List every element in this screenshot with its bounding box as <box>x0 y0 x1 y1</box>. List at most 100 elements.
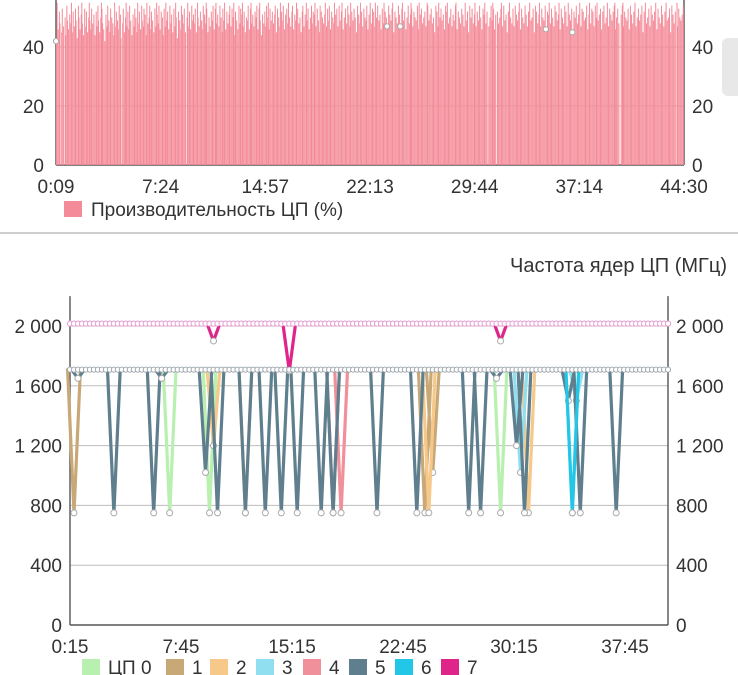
cpu-load-bar <box>180 5 182 166</box>
cpu-load-bar <box>665 2 667 165</box>
cpu-load-bar <box>640 14 642 165</box>
freq-dip-point <box>210 337 218 345</box>
cpu-load-bar <box>97 5 99 166</box>
cpu-load-bar <box>167 11 169 165</box>
cpu-load-bar <box>636 17 638 165</box>
cpu-load-bar <box>190 29 192 165</box>
cpu-load-bar <box>575 5 577 166</box>
cpu-load-bar <box>415 20 417 166</box>
x-tick-label: 15:15 <box>268 637 316 658</box>
cpu-load-bar <box>389 14 391 165</box>
cpu-load-bar <box>570 20 572 166</box>
cpu-load-bar <box>274 5 276 166</box>
cpu-load-bar <box>281 11 283 165</box>
cpu-load-bar <box>494 29 496 165</box>
cpu-load-bar <box>396 23 398 166</box>
cpu-load-bar <box>435 5 437 166</box>
y-tick-label-right: 400 <box>676 556 708 577</box>
cpu-load-bar <box>145 35 147 166</box>
cpu-load-bar <box>61 32 63 165</box>
cpu-load-bar <box>365 20 367 166</box>
cpu-load-bar <box>150 11 152 165</box>
cpu-load-bar <box>434 32 436 165</box>
cpu-load-bar <box>586 5 588 166</box>
cpu-load-bar <box>582 11 584 165</box>
cpu-load-bar <box>75 20 77 166</box>
cpu-load-bar <box>597 20 599 166</box>
cpu-load-bar <box>325 26 327 165</box>
cpu-load-bar <box>424 11 426 165</box>
freq-legend-label: 6 <box>421 658 432 675</box>
cpu-load-bar <box>111 17 113 165</box>
cpu-load-bar <box>677 26 679 165</box>
cpu-load-bar <box>358 14 360 165</box>
cpu-load-bar <box>401 8 403 166</box>
cpu-load-bar <box>385 17 387 165</box>
y-tick-label: 400 <box>30 556 62 577</box>
cpu-load-bar <box>474 2 476 165</box>
cpu-load-bar <box>407 5 409 166</box>
cpu-load-tick-labels: 0 0 20 20 40 40 0:09 7:24 14:57 22:13 29:44 37:14 44… <box>23 38 713 198</box>
cpu-load-bar <box>122 8 124 166</box>
cpu-load-bar <box>572 32 574 165</box>
cpu-load-bar <box>443 29 445 165</box>
cpu-load-bar <box>81 2 83 165</box>
cpu-load-bar <box>333 23 335 166</box>
cpu-load-bar <box>515 14 517 165</box>
cpu-load-bar <box>498 23 500 166</box>
freq-legend-label: 2 <box>236 658 247 675</box>
cpu-load-bar <box>540 26 542 165</box>
freq-legend-swatch <box>395 659 413 675</box>
cpu-load-bar <box>255 17 257 165</box>
cpu-load-bar <box>631 14 633 165</box>
cpu-load-bar <box>430 8 432 166</box>
cpu-load-bar <box>283 29 285 165</box>
cpu-load-bar <box>215 2 217 165</box>
cpu-load-bar <box>347 5 349 166</box>
freq-legend-swatch <box>82 659 100 675</box>
cpu-load-bar <box>500 8 502 166</box>
cpu-load-bar <box>578 14 580 165</box>
cpu-load-bar <box>560 8 562 166</box>
cpu-load-bar <box>247 20 249 166</box>
cpu-load-bar <box>68 29 70 165</box>
cpu-load-bar <box>134 8 136 166</box>
cpu-load-bar <box>118 29 120 165</box>
y-tick-label: 40 <box>23 38 44 59</box>
cpu-load-chart: 0 0 20 20 40 40 0:09 7:24 14:57 22:13 29:44 37:14 44… <box>23 0 713 221</box>
cpu-load-bar <box>241 2 243 165</box>
cpu-load-bar <box>428 20 430 166</box>
cpu-load-bar <box>431 23 433 166</box>
cpu-load-bar <box>263 23 265 166</box>
cpu-load-bar <box>349 26 351 165</box>
cpu-load-bar <box>556 20 558 166</box>
cpu-load-bar <box>514 5 516 166</box>
cpu-load-bar <box>133 26 135 165</box>
cpu-load-bar <box>174 26 176 165</box>
cpu-load-bar <box>528 11 530 165</box>
scroll-handle[interactable] <box>722 38 738 96</box>
cpu-load-bar <box>279 2 281 165</box>
cpu-load-bar <box>142 26 144 165</box>
x-tick-label: 14:57 <box>242 177 290 198</box>
cpu-load-bar <box>433 17 435 165</box>
cpu-load-bar <box>657 8 659 166</box>
cpu-load-bar <box>163 8 165 166</box>
x-tick-label: 30:15 <box>490 637 538 658</box>
freq-legend-swatch <box>349 659 367 675</box>
freq-dip-point <box>110 509 118 517</box>
cpu-load-bar <box>114 2 116 165</box>
cpu-load-bar <box>162 35 164 166</box>
freq-dip-point <box>317 509 325 517</box>
cpu-load-bar <box>87 32 89 165</box>
cpu-load-bar <box>266 5 268 166</box>
cpu-load-bar <box>208 17 210 165</box>
cpu-load-bar <box>238 5 240 166</box>
cpu-load-bar <box>491 20 493 166</box>
cpu-load-bar <box>146 2 148 165</box>
cpu-load-bar <box>401 2 403 165</box>
y-tick-label-right: 1 200 <box>676 437 724 458</box>
freq-series-line <box>70 322 668 373</box>
freq-dip-point <box>493 374 501 382</box>
cpu-load-bar <box>160 11 162 165</box>
